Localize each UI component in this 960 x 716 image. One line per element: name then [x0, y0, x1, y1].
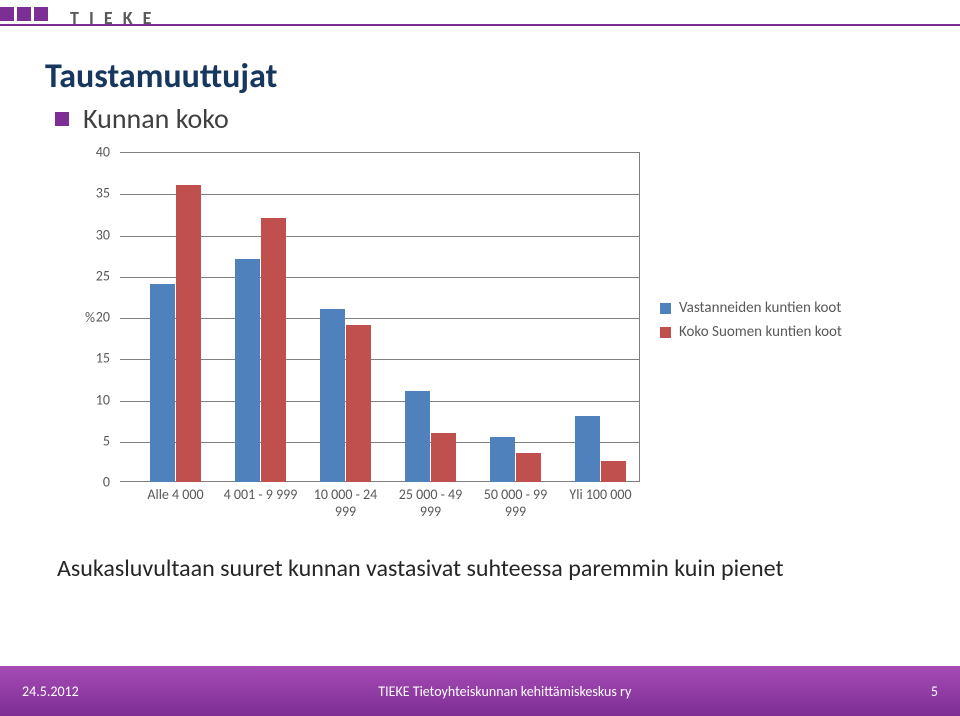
- legend-label: Vastanneiden kuntien koot: [679, 299, 841, 317]
- footer-page: 5: [931, 683, 938, 700]
- legend: Vastanneiden kuntien koot Koko Suomen kun…: [660, 299, 842, 341]
- bar: [150, 284, 175, 482]
- y-tick-label: 40: [70, 144, 110, 161]
- bar: [235, 259, 260, 482]
- bullet-marker: [55, 112, 69, 126]
- x-tick-label: 10 000 - 24 999: [306, 486, 386, 520]
- y-tick-label: 35: [70, 185, 110, 202]
- footer-center: TIEKE Tietoyhteiskunnan kehittämiskeskus…: [79, 683, 931, 700]
- y-tick-label: 0: [70, 474, 110, 491]
- legend-item: Koko Suomen kuntien koot: [660, 323, 842, 341]
- bar: [516, 453, 541, 482]
- y-tick-label: 5: [70, 432, 110, 449]
- bullet-row: Kunnan koko: [55, 101, 915, 136]
- header-ribbon: T I E K E: [0, 0, 960, 36]
- bar: [431, 433, 456, 483]
- y-tick-label: 15: [70, 350, 110, 367]
- bar: [405, 391, 430, 482]
- bullet-text: Kunnan koko: [83, 101, 229, 136]
- footer: 24.5.2012 TIEKE Tietoyhteiskunnan kehitt…: [0, 666, 960, 716]
- slide-content: Taustamuuttujat Kunnan koko Vastanneiden…: [0, 36, 960, 666]
- legend-item: Vastanneiden kuntien koot: [660, 299, 842, 317]
- bar: [176, 185, 201, 482]
- caption-text: Asukasluvultaan suuret kunnan vastasivat…: [57, 554, 915, 584]
- bar: [490, 437, 515, 482]
- y-unit-label: %: [85, 309, 95, 326]
- bar: [346, 325, 371, 482]
- legend-swatch: [660, 303, 671, 314]
- bar: [261, 218, 286, 482]
- ribbon-line: [0, 24, 960, 26]
- legend-label: Koko Suomen kuntien koot: [679, 323, 842, 341]
- x-tick-label: Alle 4 000: [136, 486, 216, 503]
- y-tick-label: 25: [70, 267, 110, 284]
- slide-title: Taustamuuttujat: [45, 56, 915, 97]
- bar-layer: [120, 152, 640, 482]
- ribbon-squares: [0, 7, 48, 21]
- x-tick-label: 50 000 - 99 999: [476, 486, 556, 520]
- x-tick-label: Yli 100 000: [561, 486, 641, 503]
- x-tick-label: 25 000 - 49 999: [391, 486, 471, 520]
- y-tick-label: 30: [70, 226, 110, 243]
- y-tick-label: 10: [70, 391, 110, 408]
- footer-date: 24.5.2012: [22, 683, 79, 700]
- legend-swatch: [660, 327, 671, 338]
- bar: [320, 309, 345, 482]
- x-tick-label: 4 001 - 9 999: [221, 486, 301, 503]
- bar: [575, 416, 600, 482]
- bar: [601, 461, 626, 482]
- bar-chart: Vastanneiden kuntien koot Koko Suomen kun…: [70, 144, 890, 534]
